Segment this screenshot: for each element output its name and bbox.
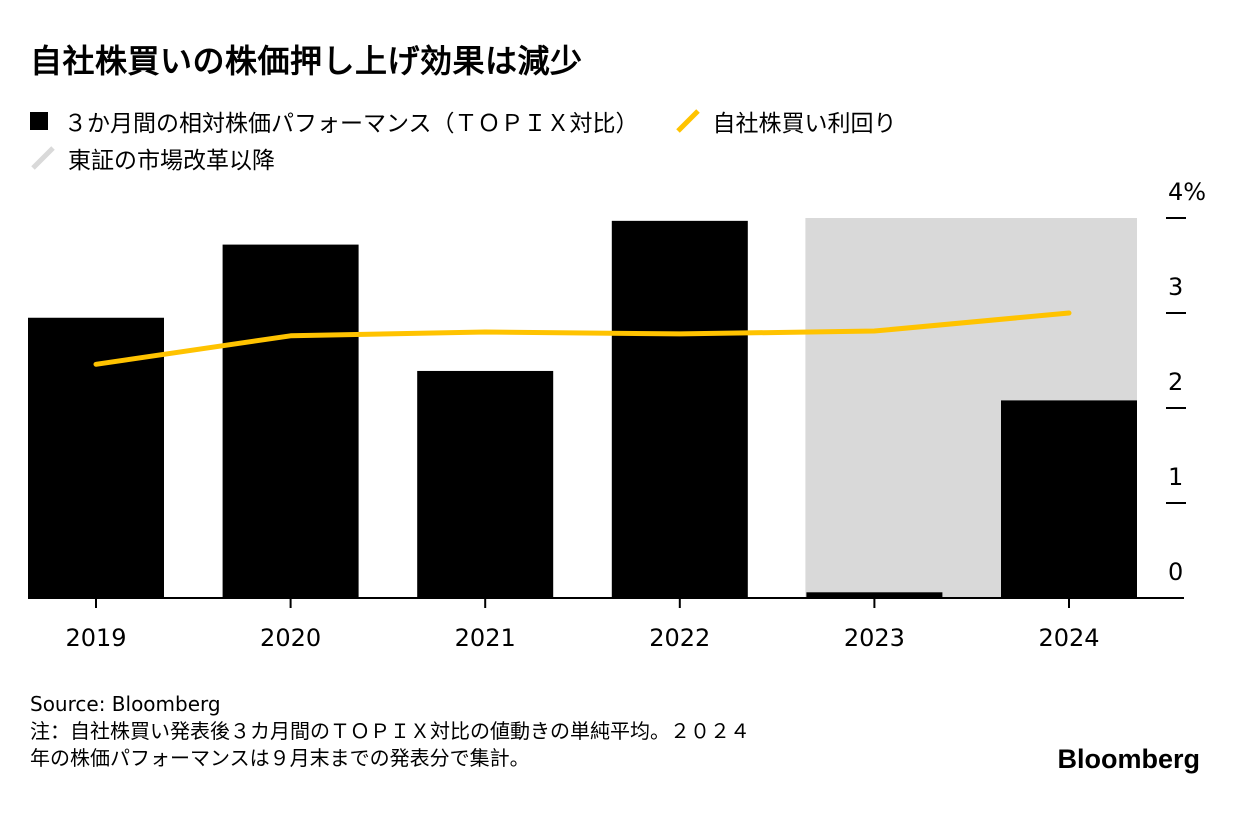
bar-2024	[1001, 400, 1137, 598]
legend-shade-label: 東証の市場改革以降	[68, 148, 275, 174]
x-tick-label-2020: 2020	[260, 624, 321, 652]
bloomberg-logo: Bloomberg	[1057, 744, 1200, 774]
bar-2023	[806, 592, 943, 598]
chart-title: 自社株買いの株価押し上げ効果は減少	[30, 42, 583, 80]
note-line-2: 年の株価パフォーマンスは９月末までの発表分で集計。	[30, 746, 530, 770]
y-tick-label-0: 0	[1168, 558, 1183, 586]
y-tick-label-3: 3	[1168, 273, 1183, 301]
y-tick-label-1: 1	[1168, 463, 1183, 491]
x-tick-label-2023: 2023	[844, 624, 905, 652]
footer: Source: Bloomberg 注：自社株買い発表後３カ月間のＴＯＰＩＸ対比…	[30, 691, 750, 772]
bar-2020	[222, 244, 359, 598]
bar-2021	[417, 370, 554, 598]
x-tick-label-2024: 2024	[1038, 624, 1099, 652]
legend-bar-swatch	[30, 112, 48, 130]
legend-line-swatch	[675, 109, 700, 133]
legend-line-label: 自社株買い利回り	[712, 111, 897, 137]
legend-row-2: 東証の市場改革以降	[30, 141, 275, 175]
y-tick-label-4: 4%	[1168, 178, 1206, 206]
legend-bar-label: ３か月間の相対株価パフォーマンス（ＴＯＰＩＸ対比）	[64, 111, 639, 137]
source-text: Source: Bloomberg	[30, 692, 221, 716]
x-tick-label-2022: 2022	[649, 624, 710, 652]
legend-shade-swatch	[31, 146, 55, 170]
x-tick-label-2019: 2019	[65, 624, 126, 652]
y-tick-label-2: 2	[1168, 368, 1183, 396]
line-buyback-yield	[93, 310, 1072, 367]
x-tick-label-2021: 2021	[455, 624, 516, 652]
legend-row-1: ３か月間の相対株価パフォーマンス（ＴＯＰＩＸ対比） 自社株買い利回り	[30, 104, 897, 138]
note-line-1: 注：自社株買い発表後３カ月間のＴＯＰＩＸ対比の値動きの単純平均。２０２４	[30, 719, 750, 743]
bar-2022	[611, 220, 748, 598]
